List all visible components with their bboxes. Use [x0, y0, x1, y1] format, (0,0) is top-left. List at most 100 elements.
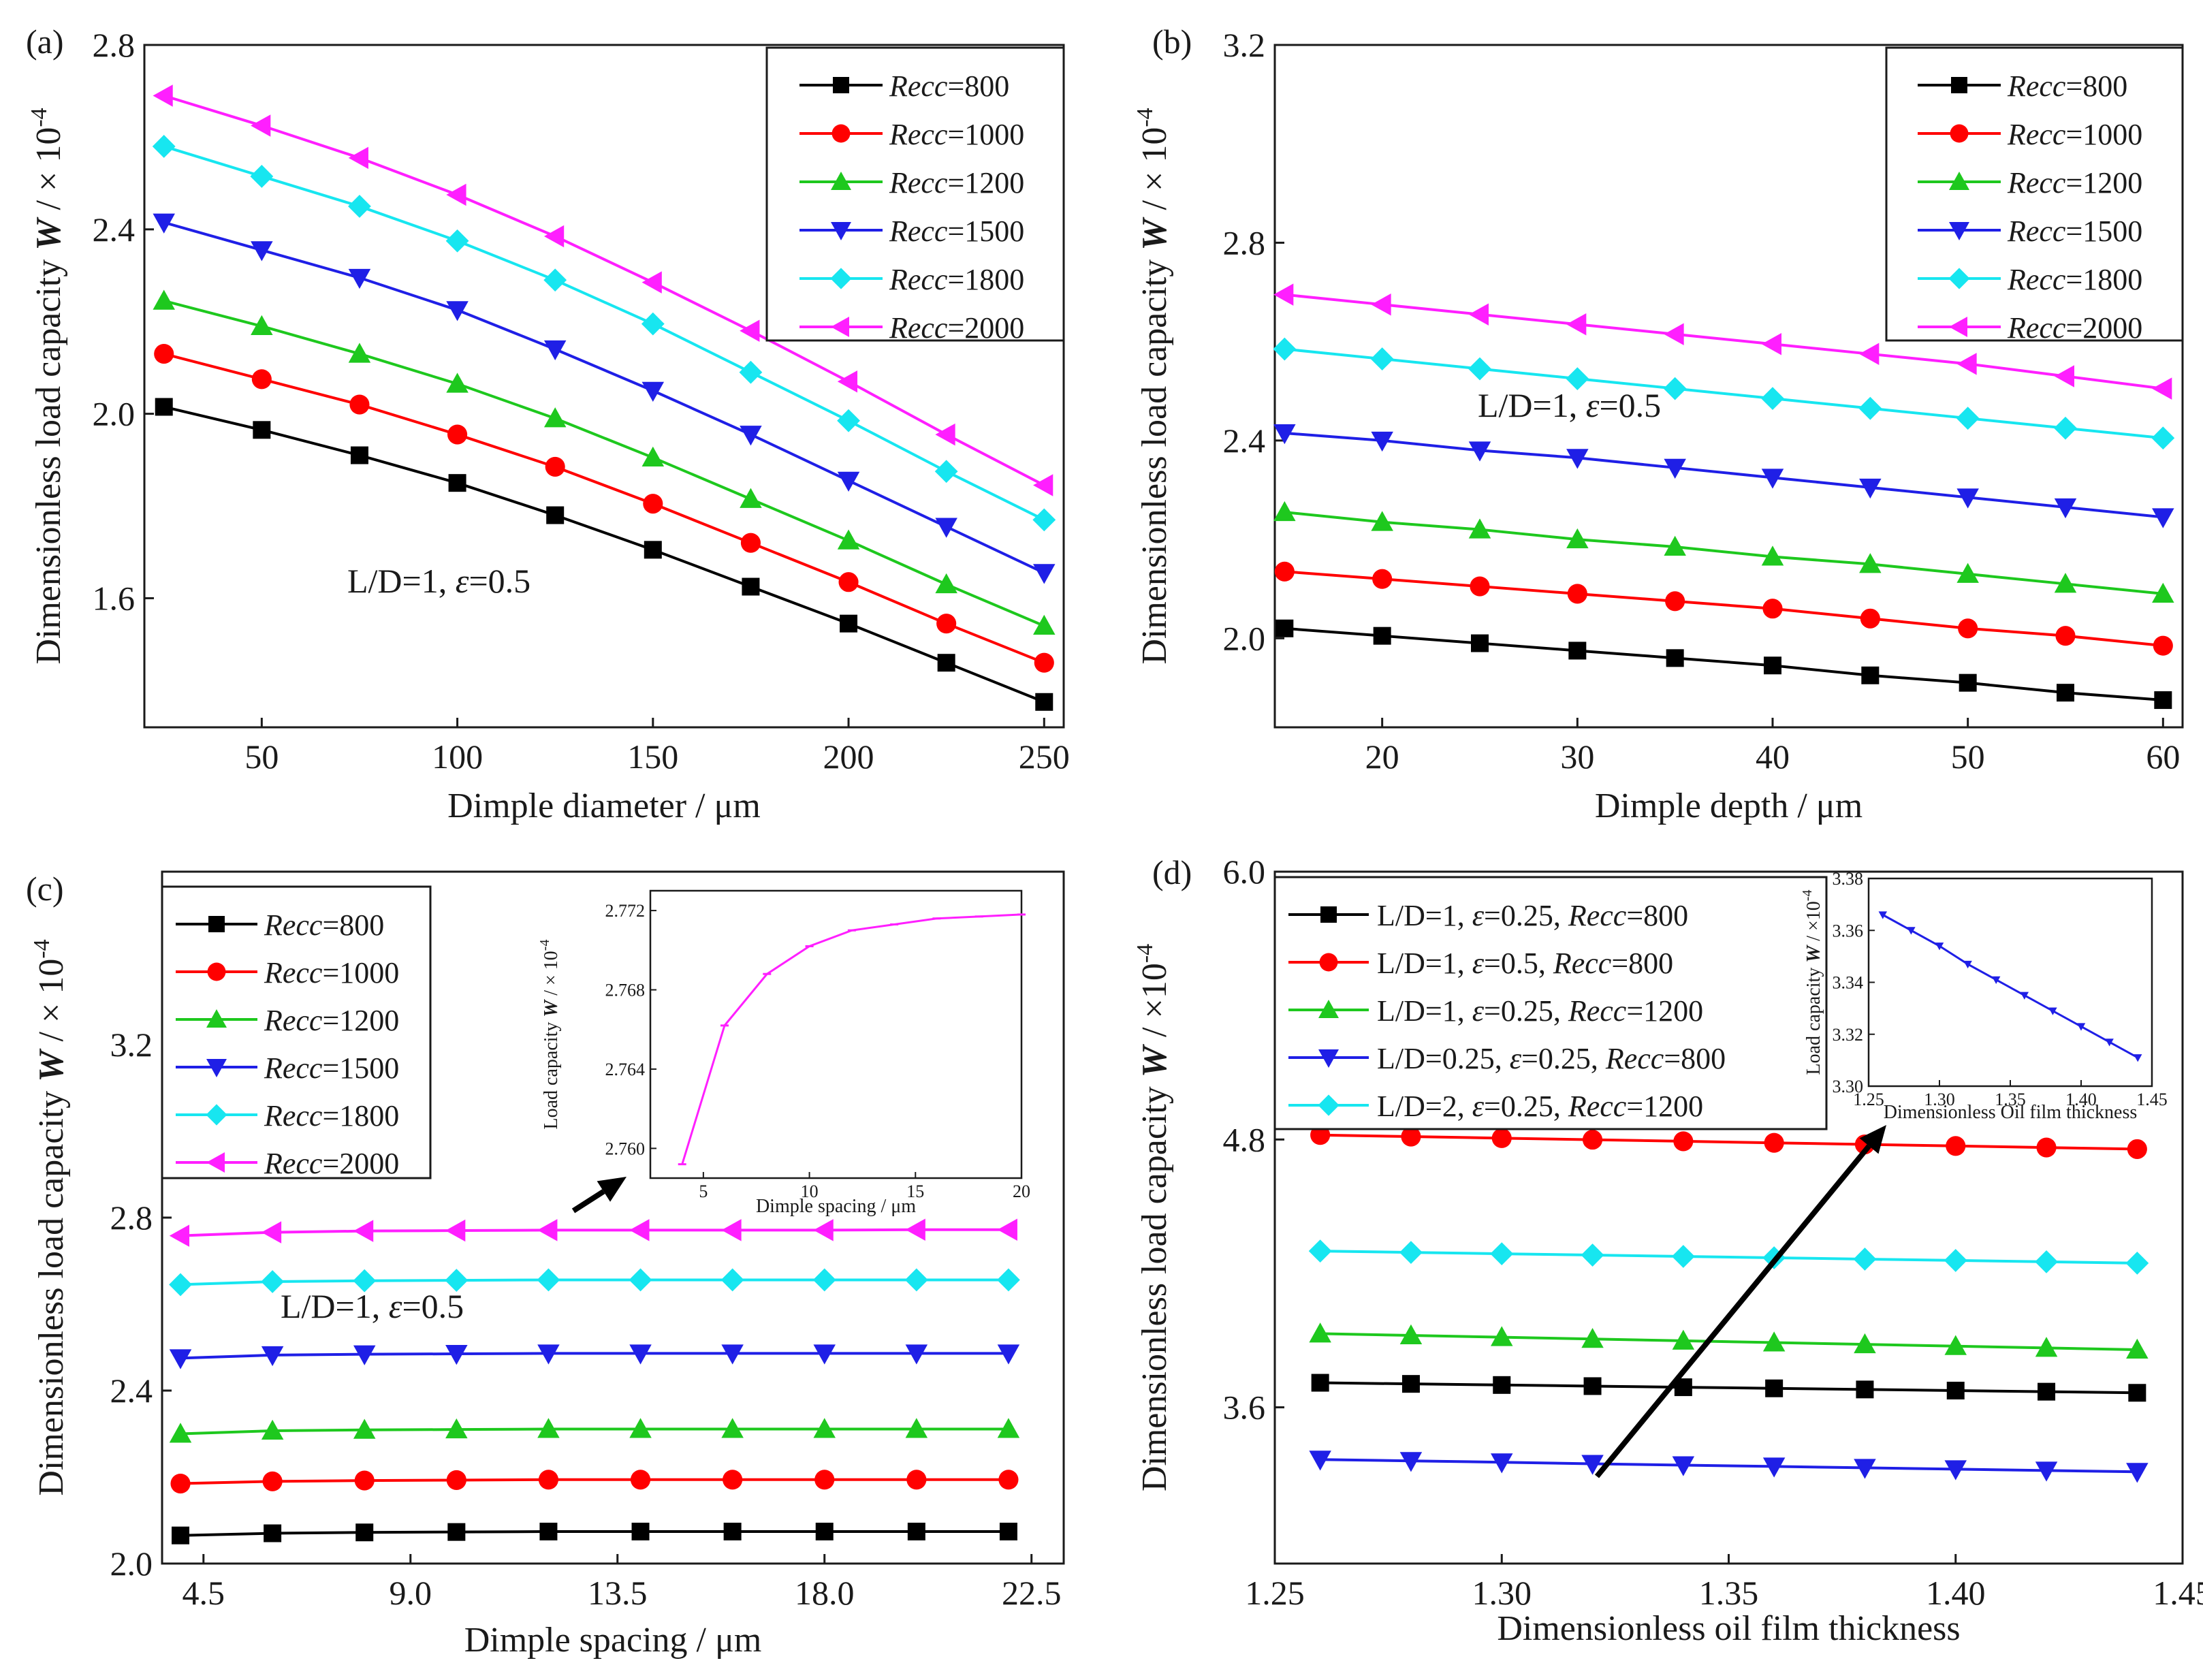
series-line — [163, 405, 1045, 703]
inset-y-axis-label: Load capacity W / × 10-4 — [537, 940, 562, 1130]
legend-entry: Recc=1500 — [1918, 215, 2142, 248]
legend-entry: Recc=1000 — [799, 118, 1024, 151]
legend-entry: Recc=1800 — [1918, 263, 2142, 296]
data-point — [349, 394, 370, 415]
data-point — [1761, 469, 1784, 489]
data-point — [353, 1419, 376, 1439]
data-point — [1034, 652, 1054, 673]
data-point — [264, 1524, 282, 1542]
x-tick-label: 13.5 — [588, 1574, 648, 1612]
panel-label: (b) — [1152, 22, 1192, 61]
data-point — [261, 1346, 284, 1367]
data-point — [172, 1526, 190, 1544]
data-point — [1273, 337, 1297, 361]
data-point — [2054, 498, 2077, 519]
data-point — [1370, 347, 1394, 370]
legend-entry: Recc=2000 — [799, 311, 1024, 345]
data-point — [721, 1219, 742, 1241]
data-point — [1371, 511, 1393, 531]
legend-swatch-marker — [1949, 317, 1967, 337]
legend-label: Recc=1800 — [2007, 263, 2142, 296]
panel-label: (d) — [1152, 853, 1192, 891]
data-point — [740, 319, 760, 343]
data-point — [348, 146, 368, 170]
data-point — [1663, 377, 1687, 400]
data-point — [2057, 684, 2074, 702]
series-3 — [1273, 424, 2174, 528]
data-point — [904, 1268, 928, 1292]
legend-entry: L/D=0.25, ε=0.25, Recc=800 — [1288, 1042, 1726, 1075]
series-line — [1284, 293, 2164, 390]
data-point — [250, 165, 274, 188]
inset-point — [2076, 1023, 2086, 1031]
inset-x-tick-label: 1.45 — [2136, 1090, 2168, 1109]
legend-label: Recc=1200 — [889, 166, 1024, 200]
legend-label: Recc=2000 — [264, 1147, 399, 1180]
y-axis-label: Dimensionless load capacity W / ×10-4 — [1132, 944, 1174, 1491]
data-point — [935, 573, 957, 594]
legend-entry: Recc=1200 — [176, 1004, 399, 1037]
data-point — [2035, 1250, 2058, 1273]
data-point — [721, 1418, 744, 1438]
inset-chart: 1.25 1.30 1.35 1.40 1.45 3.30 3.32 3.34 3.36 3.38… — [1800, 869, 2168, 1123]
data-point — [630, 1470, 651, 1490]
data-point — [1471, 634, 1489, 652]
y-tick-label: 3.6 — [1223, 1389, 1266, 1427]
series-line — [180, 1427, 1009, 1436]
data-point — [905, 1418, 928, 1438]
x-tick-label: 50 — [1951, 738, 1985, 776]
data-point — [261, 1419, 284, 1440]
data-point — [169, 1423, 192, 1443]
x-tick-label: 9.0 — [390, 1574, 432, 1612]
y-tick-label: 2.8 — [110, 1199, 153, 1237]
legend-entry: L/D=1, ε=0.25, Recc=1200 — [1288, 994, 1703, 1028]
data-point — [353, 1269, 377, 1293]
data-point — [262, 1471, 283, 1491]
data-point — [1860, 608, 1880, 629]
legend-swatch-marker — [1951, 77, 1967, 93]
inset-y-tick-label: 2.764 — [605, 1060, 646, 1079]
data-point — [1946, 1136, 1966, 1156]
data-point — [1491, 1453, 1513, 1474]
data-point — [997, 1344, 1020, 1365]
data-point — [1566, 367, 1589, 391]
data-point — [446, 373, 469, 393]
data-point — [1566, 449, 1589, 469]
data-point — [350, 446, 368, 464]
legend-swatch-marker — [1319, 953, 1338, 972]
series-line — [163, 94, 1045, 487]
panel-b: 20 30 40 50 60 2.0 2.4 2.8 3.2 (b) Dimple depth / … — [1132, 22, 2184, 825]
data-point — [907, 1523, 925, 1541]
legend-swatch-marker — [1318, 1094, 1340, 1116]
y-tick-label: 1.6 — [93, 579, 136, 617]
inset-x-axis-label: Dimple spacing / μm — [756, 1196, 916, 1217]
legend-entry: Recc=1800 — [176, 1099, 399, 1132]
epsilon-symbol: ε — [1472, 994, 1485, 1028]
x-tick-label: 22.5 — [1002, 1574, 1062, 1612]
data-point — [1274, 561, 1295, 582]
legend-label: Recc=2000 — [2007, 311, 2142, 345]
callout-arrow — [571, 1177, 627, 1214]
data-point — [1859, 553, 1882, 573]
legend-swatch-marker — [833, 77, 849, 93]
series-5 — [153, 84, 1053, 496]
legend-entry: Recc=1200 — [799, 166, 1024, 200]
data-point — [355, 1523, 374, 1542]
legend-swatch-marker — [1318, 1049, 1339, 1068]
series-line — [1284, 431, 2164, 519]
x-axis-label: Dimple diameter / μm — [447, 787, 761, 825]
data-point — [1032, 508, 1056, 532]
data-point — [1762, 1457, 1786, 1478]
data-point — [353, 1345, 376, 1365]
inset-x-tick-label: 10 — [801, 1182, 819, 1201]
series-0 — [172, 1523, 1017, 1544]
arrow-shaft — [1594, 1144, 1871, 1478]
data-point — [2153, 635, 2173, 656]
y-tick-label: 3.2 — [1223, 26, 1266, 64]
data-point — [641, 381, 665, 402]
data-point — [641, 312, 665, 336]
legend-label: Recc=1500 — [264, 1051, 399, 1085]
data-point — [1275, 619, 1294, 637]
data-point — [813, 1418, 836, 1438]
